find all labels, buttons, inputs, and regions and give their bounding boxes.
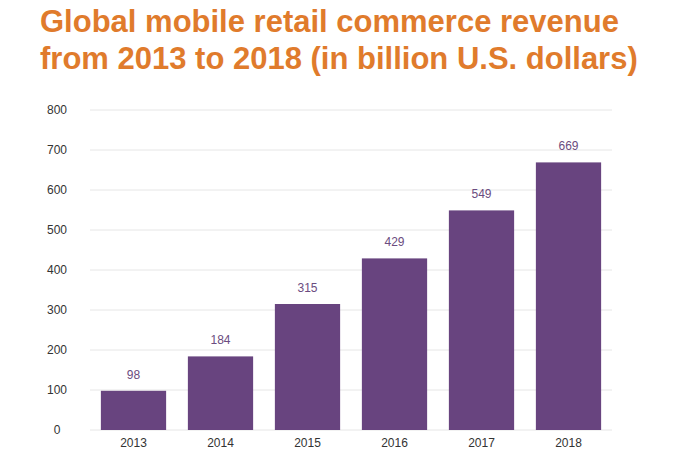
- x-tick-label: 2013: [120, 436, 147, 450]
- y-tick-label: 700: [47, 143, 67, 157]
- labels: 98 184 315 429 549 669: [127, 139, 579, 381]
- grid-line: [90, 270, 612, 271]
- bar: [275, 304, 340, 430]
- bar: [101, 391, 166, 430]
- x-tick-label: 2017: [468, 436, 495, 450]
- title-line: Global mobile retail commerce revenue: [40, 4, 619, 39]
- bar: [362, 258, 427, 430]
- y-tick-label: 0: [54, 423, 61, 437]
- data-label: 669: [558, 139, 578, 153]
- y-tick-label: 600: [47, 183, 67, 197]
- data-label: 184: [210, 333, 230, 347]
- chart-container: Global mobile retail commerce revenuefro…: [0, 0, 700, 464]
- bars: [101, 162, 601, 430]
- y-tick-label: 400: [47, 263, 67, 277]
- y-tick-label: 100: [47, 383, 67, 397]
- chart-svg: Global mobile retail commerce revenuefro…: [0, 0, 700, 464]
- bar: [536, 162, 601, 430]
- y-tick-label: 300: [47, 303, 67, 317]
- grid-line: [90, 350, 612, 351]
- data-label: 315: [297, 281, 317, 295]
- grid: [90, 110, 612, 430]
- data-label: 549: [471, 187, 491, 201]
- x-tick-label: 2014: [207, 436, 234, 450]
- y-tick-label: 500: [47, 223, 67, 237]
- grid-line: [90, 110, 612, 111]
- data-label: 98: [127, 368, 141, 382]
- grid-line: [90, 430, 612, 431]
- grid-line: [90, 310, 612, 311]
- y-tick-label: 200: [47, 343, 67, 357]
- y-tick-label: 800: [47, 103, 67, 117]
- chart-title: Global mobile retail commerce revenuefro…: [40, 4, 638, 76]
- grid-line: [90, 390, 612, 391]
- title-line: from 2013 to 2018 (in billion U.S. dolla…: [40, 41, 638, 76]
- data-label: 429: [384, 235, 404, 249]
- bar: [449, 210, 514, 430]
- grid-line: [90, 150, 612, 151]
- grid-line: [90, 190, 612, 191]
- bar: [188, 356, 253, 430]
- x-tick-label: 2018: [555, 436, 582, 450]
- x-tick-label: 2016: [381, 436, 408, 450]
- grid-line: [90, 230, 612, 231]
- x-tick-label: 2015: [294, 436, 321, 450]
